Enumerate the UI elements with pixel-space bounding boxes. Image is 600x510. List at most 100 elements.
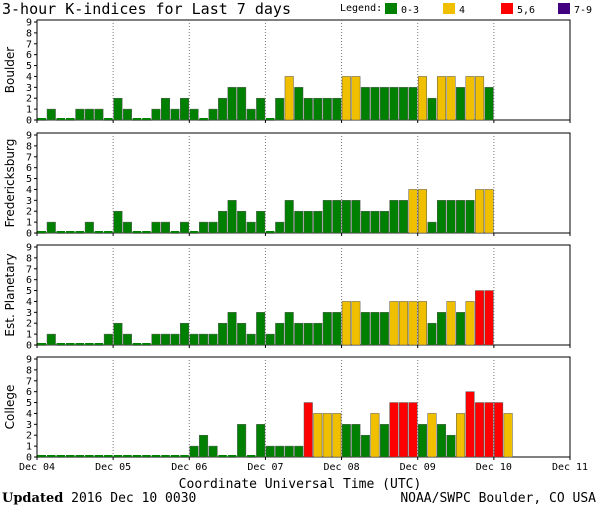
kindex-bar (360, 434, 370, 458)
y-tick-label: 3 (26, 420, 32, 431)
legend-swatch-0-3 (385, 3, 397, 14)
kindex-bar (180, 97, 190, 121)
kindex-bar (408, 301, 418, 346)
kindex-bar-zero (142, 231, 151, 233)
kindex-bar-zero (113, 455, 123, 457)
kindex-bar (208, 221, 218, 234)
kindex-bar (322, 200, 332, 234)
y-tick-label: 3 (26, 196, 32, 207)
kindex-bar (275, 97, 285, 121)
kindex-bar (398, 200, 408, 234)
kindex-bar (351, 200, 361, 234)
kindex-bar (265, 445, 275, 458)
kindex-bar-zero (56, 118, 66, 120)
legend-item-5-6: 5,6 (501, 3, 535, 16)
kindex-bar-zero (94, 231, 104, 233)
kindex-bar (208, 445, 218, 458)
kindex-bar (417, 76, 427, 121)
legend-item-7-9: 7-9 (558, 3, 592, 16)
x-tick-label: Dec 10 (476, 462, 512, 473)
y-tick-label: 8 (26, 253, 32, 264)
y-tick-label: 9 (26, 243, 32, 254)
kindex-bar (341, 424, 351, 458)
kindex-bar (389, 200, 399, 234)
kindex-bar (389, 87, 399, 121)
kindex-bar (389, 402, 399, 458)
x-tick-label: Dec 05 (95, 462, 131, 473)
y-tick-label: 6 (26, 50, 32, 61)
kindex-bar (494, 402, 504, 458)
kindex-bar (408, 189, 418, 234)
kindex-bar (303, 322, 313, 346)
kindex-bar (256, 312, 266, 346)
kindex-bar (465, 200, 475, 234)
x-tick-label: Dec 09 (400, 462, 436, 473)
kindex-bar (465, 76, 475, 121)
kindex-bar (313, 210, 323, 234)
legend-swatch-5-6 (501, 3, 513, 14)
kindex-bar (360, 87, 370, 121)
kindex-bar-zero (170, 455, 180, 457)
y-tick-label: 6 (26, 275, 32, 286)
kindex-bar (103, 333, 113, 346)
kindex-bar (332, 97, 342, 121)
kindex-bar (427, 322, 437, 346)
kindex-bar (370, 87, 380, 121)
kindex-bar (46, 108, 56, 121)
kindex-bar (256, 424, 266, 458)
kindex-bar (275, 221, 285, 234)
y-tick-label: 1 (26, 442, 32, 453)
kindex-bar (360, 210, 370, 234)
kindex-bar (370, 210, 380, 234)
kindex-bar-zero (199, 118, 208, 120)
kindex-bar (218, 322, 228, 346)
kindex-bar (227, 312, 237, 346)
kindex-bar (227, 87, 237, 121)
x-tick-label: Dec 06 (171, 462, 207, 473)
kindex-bar (475, 76, 485, 121)
y-tick-label: 5 (26, 174, 32, 185)
kindex-bar (351, 424, 361, 458)
kindex-bar (456, 200, 466, 234)
kindex-bar-zero (218, 455, 227, 457)
kindex-bar (84, 221, 94, 234)
kindex-bar (246, 333, 256, 346)
y-tick-label: 0 (26, 453, 32, 464)
kindex-bar (294, 445, 304, 458)
kindex-bar (284, 445, 294, 458)
kindex-bar (160, 333, 171, 346)
kindex-bar (275, 445, 285, 458)
kindex-bar (484, 87, 494, 121)
panel-label: Est. Planetary (3, 253, 17, 336)
kindex-bar (351, 76, 361, 121)
kindex-bar (122, 108, 132, 121)
kindex-bar-zero (66, 118, 75, 120)
kindex-bar-zero (227, 455, 237, 457)
legend-text-5-6: 5,6 (517, 5, 536, 16)
y-tick-label: 2 (26, 319, 32, 330)
kindex-bar (389, 301, 399, 346)
panel-label: College (3, 385, 17, 430)
y-tick-label: 9 (26, 355, 32, 366)
kindex-bar (160, 221, 171, 234)
kindex-bar (427, 221, 437, 234)
credit-text: NOAA/SWPC Boulder, CO USA (400, 491, 596, 506)
kindex-bar (475, 290, 485, 346)
y-tick-label: 7 (26, 376, 32, 387)
kindex-bar-zero (189, 231, 199, 233)
kindex-bar-zero (142, 343, 151, 345)
kindex-bar (446, 434, 456, 458)
kindex-bar-zero (37, 343, 47, 345)
kindex-bar (170, 333, 180, 346)
updated-timestamp: Updated 2016 Dec 10 0030 (2, 491, 196, 506)
kindex-bar (218, 210, 228, 234)
legend-text-0-3: 0-3 (401, 5, 420, 16)
kindex-bar (284, 200, 294, 234)
kindex-bar-zero (142, 118, 151, 120)
y-tick-label: 2 (26, 94, 32, 105)
kindex-bar (265, 333, 275, 346)
kindex-bar (237, 87, 247, 121)
y-tick-label: 5 (26, 286, 32, 297)
x-tick-label: Dec 07 (247, 462, 283, 473)
